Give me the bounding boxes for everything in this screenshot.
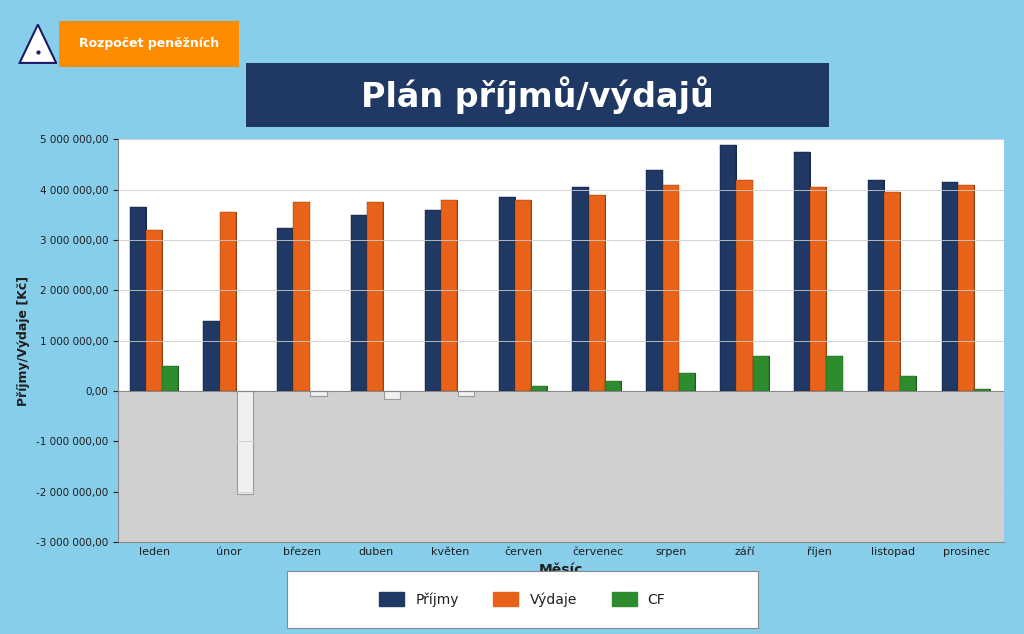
Bar	[867, 180, 884, 391]
Bar	[679, 373, 695, 391]
Bar	[145, 230, 162, 391]
Bar	[204, 321, 220, 391]
Bar	[384, 391, 400, 399]
Bar	[294, 202, 309, 391]
Bar	[811, 187, 827, 391]
Bar	[794, 152, 810, 391]
Bar	[901, 376, 918, 391]
Text: Rozpočet peněžních: Rozpočet peněžních	[79, 37, 219, 50]
Bar	[441, 200, 458, 391]
Bar	[130, 207, 146, 391]
Bar	[975, 389, 991, 391]
Bar	[310, 391, 327, 396]
Bar	[220, 212, 237, 391]
Bar	[647, 170, 664, 391]
Bar	[500, 197, 516, 391]
Bar	[941, 182, 957, 391]
Bar	[957, 184, 974, 391]
Bar	[118, 391, 1004, 542]
Bar	[204, 321, 219, 391]
Bar	[515, 200, 531, 391]
Bar	[605, 381, 622, 391]
Bar	[663, 184, 679, 391]
Bar	[900, 376, 916, 391]
Legend: Příjmy, Výdaje, CF: Příjmy, Výdaje, CF	[372, 585, 673, 614]
Bar	[368, 202, 383, 391]
Bar	[163, 366, 179, 391]
Bar	[753, 356, 769, 391]
Bar	[237, 391, 253, 495]
Bar	[646, 170, 663, 391]
Bar	[531, 386, 548, 391]
Bar	[590, 195, 605, 391]
Bar	[426, 210, 441, 391]
Bar	[737, 180, 754, 391]
Bar	[352, 215, 368, 391]
Bar	[368, 202, 384, 391]
Bar	[974, 389, 990, 391]
Bar	[572, 187, 589, 391]
Bar	[754, 356, 769, 391]
X-axis label: Měsíc: Měsíc	[539, 563, 583, 577]
Bar	[868, 180, 885, 391]
Bar	[516, 200, 531, 391]
Bar	[826, 356, 843, 391]
Bar	[118, 139, 1004, 391]
Bar	[810, 187, 826, 391]
Text: Plán příjmů/výdajů: Plán příjmů/výdajů	[361, 76, 714, 114]
Bar	[441, 200, 458, 391]
Bar	[499, 197, 515, 391]
Bar	[605, 381, 622, 391]
Bar	[425, 210, 441, 391]
Bar	[278, 228, 294, 391]
Bar	[721, 145, 737, 391]
Bar	[736, 180, 753, 391]
Bar	[884, 192, 900, 391]
Bar	[885, 192, 901, 391]
Bar	[827, 356, 844, 391]
Bar	[664, 184, 680, 391]
Bar	[219, 212, 236, 391]
Polygon shape	[19, 25, 56, 63]
Bar	[130, 207, 145, 391]
Bar	[942, 182, 958, 391]
Bar	[573, 187, 590, 391]
Bar	[958, 184, 975, 391]
Bar	[589, 195, 605, 391]
Bar	[795, 152, 811, 391]
Bar	[162, 366, 178, 391]
Bar	[294, 202, 310, 391]
Bar	[146, 230, 163, 391]
Bar	[531, 386, 548, 391]
Bar	[278, 228, 294, 391]
Bar	[458, 391, 474, 396]
Bar	[351, 215, 368, 391]
Y-axis label: Příjmy/Výdaje [Kč]: Příjmy/Výdaje [Kč]	[17, 276, 31, 406]
Bar	[680, 373, 695, 391]
Bar	[720, 145, 736, 391]
